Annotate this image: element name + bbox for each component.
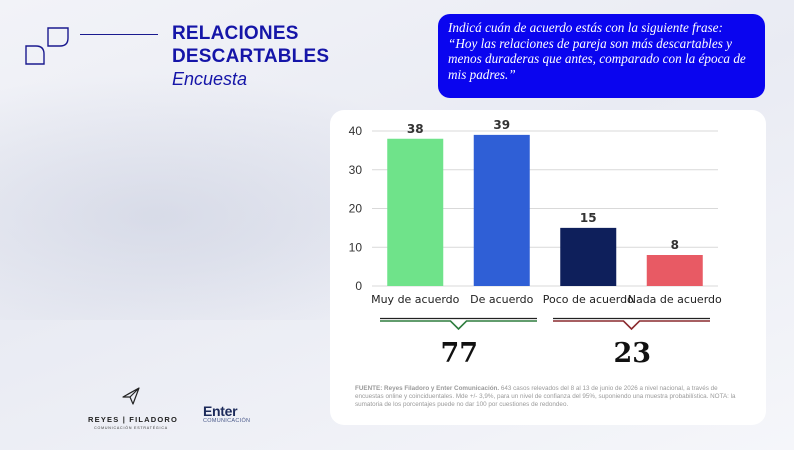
bar xyxy=(646,255,703,286)
y-tick-label: 0 xyxy=(355,279,362,293)
bar-value-label: 38 xyxy=(407,122,424,136)
source-note: FUENTE: Reyes Filadoro y Enter Comunicac… xyxy=(355,385,740,409)
source-label: FUENTE: Reyes Filadoro y Enter Comunicac… xyxy=(355,385,500,392)
source-text: 643 casos relevados del 8 al 13 de junio… xyxy=(355,385,736,408)
question-box: Indicá cuán de acuerdo estás con la sigu… xyxy=(438,14,765,98)
enter-name: Enter xyxy=(203,403,238,419)
page-subtitle: Encuesta xyxy=(172,69,248,89)
total-disagree: 23 xyxy=(613,338,652,369)
title-line-1: RELACIONES xyxy=(172,23,299,44)
bar xyxy=(560,227,617,286)
x-tick-label: Nada de acuerdo xyxy=(628,293,722,306)
reyes-filadoro-logo: REYES | FILADORO COMUNICACIÓN ESTRATÉGIC… xyxy=(88,386,179,430)
brand-corner-icon xyxy=(25,27,69,65)
y-tick-label: 20 xyxy=(349,202,363,216)
y-tick-label: 30 xyxy=(349,163,363,177)
page-title: RELACIONES DESCARTABLES xyxy=(172,22,329,68)
header-divider xyxy=(80,34,158,35)
enter-logo: Enter COMUNICACIÓN xyxy=(203,404,250,424)
y-tick-label: 10 xyxy=(349,240,363,254)
title-line-2: DESCARTABLES xyxy=(172,46,330,67)
reyes-sub: COMUNICACIÓN ESTRATÉGICA xyxy=(94,426,168,430)
total-agree: 77 xyxy=(440,338,479,369)
x-tick-label: Poco de acuerdo xyxy=(543,293,634,306)
bar-value-label: 8 xyxy=(671,238,679,252)
bar-value-label: 15 xyxy=(580,211,597,225)
group-bracket xyxy=(380,320,537,331)
group-bracket xyxy=(553,320,710,331)
bar xyxy=(473,134,530,286)
question-text: Indicá cuán de acuerdo estás con la sigu… xyxy=(448,20,746,82)
bar xyxy=(387,138,444,286)
x-tick-label: Muy de acuerdo xyxy=(371,293,460,306)
reyes-name: REYES | FILADORO xyxy=(88,415,179,424)
paper-plane-icon xyxy=(122,387,140,405)
x-tick-label: De acuerdo xyxy=(470,293,534,306)
enter-sub: COMUNICACIÓN xyxy=(203,418,251,424)
bar-value-label: 39 xyxy=(493,118,510,132)
y-tick-label: 40 xyxy=(349,124,363,138)
